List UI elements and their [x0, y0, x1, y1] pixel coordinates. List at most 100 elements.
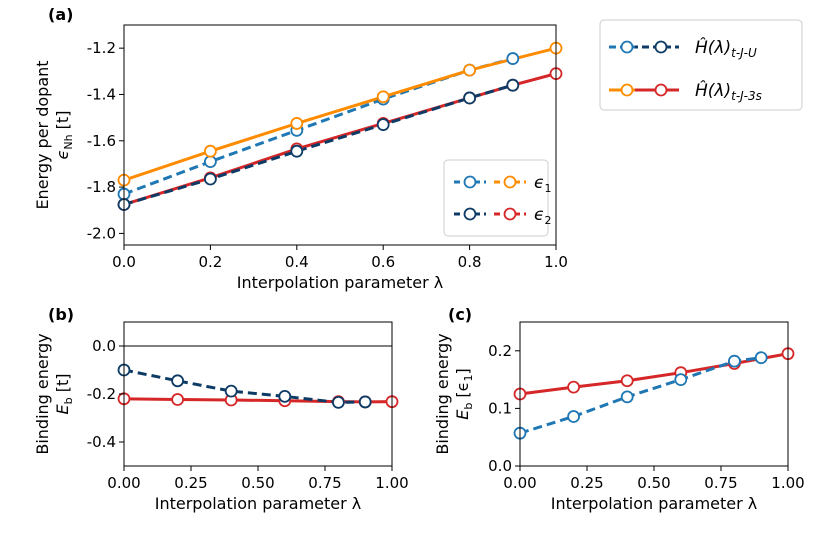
- y-axis-label-part: E: [453, 409, 472, 420]
- legend-label-main: ϵ: [534, 205, 544, 225]
- y-axis-label-line1: Binding energy: [33, 333, 52, 454]
- x-tick-label: 1.0: [544, 253, 568, 271]
- legend-hamiltonian-marker: [620, 83, 634, 97]
- data-point: [376, 90, 390, 104]
- x-tick-label: 0.75: [308, 474, 341, 492]
- x-tick-label: 0.6: [371, 253, 395, 271]
- data-point: [463, 91, 477, 105]
- y-tick-label: -1.8: [87, 178, 116, 196]
- y-tick-label: -1.4: [87, 85, 116, 103]
- x-tick-label: 0.4: [285, 253, 309, 271]
- data-point: [290, 144, 304, 158]
- legend-swatch-marker: [503, 175, 517, 189]
- y-axis-label-line2: Eb [t]: [53, 374, 75, 415]
- y-axis-label-line2: Eb [ϵ1]: [453, 368, 475, 420]
- plot-frame: [123, 24, 557, 246]
- plot-frame: [519, 321, 789, 467]
- data-point: [358, 395, 372, 409]
- plot-frame: [123, 321, 393, 467]
- y-axis-label-line2: ϵNh [t]: [53, 111, 75, 160]
- data-point: [203, 172, 217, 186]
- y-axis-label-part: ϵ: [53, 150, 72, 160]
- legend-swatch-marker: [463, 207, 477, 221]
- y-tick-label: 0.0: [488, 457, 512, 475]
- legend-hamiltonian-label-main: Ĥ(λ): [695, 36, 731, 58]
- data-point: [463, 63, 477, 77]
- legend-hamiltonian-marker: [620, 40, 634, 54]
- chart-panel-c: 0.00 0.25 0.50 0.75 1.00 0.0 0.1 0.2 Interpolati…: [433, 305, 805, 513]
- legend-box: [443, 159, 549, 237]
- x-tick-label: 1.00: [771, 474, 804, 492]
- x-tick-label: 0.2: [198, 253, 222, 271]
- x-tick-label: 1.00: [375, 474, 408, 492]
- y-axis-label-part: b: [462, 403, 475, 410]
- x-axis-label: Interpolation parameter λ: [551, 494, 758, 513]
- panel-label-b: (b): [48, 305, 74, 324]
- data-point: [331, 395, 345, 409]
- x-tick-label: 0.00: [503, 474, 536, 492]
- y-axis-label-part: E: [53, 403, 72, 414]
- data-point: [224, 384, 238, 398]
- legend-hamiltonian-label-sub: t-J-U: [731, 46, 757, 60]
- x-tick-label: 0.25: [570, 474, 603, 492]
- y-tick-label: -0.4: [87, 433, 116, 451]
- series-line-0: [123, 57, 514, 196]
- data-point: [278, 389, 292, 403]
- data-point: [567, 410, 580, 423]
- legend-label: ϵ1: [534, 173, 551, 195]
- series-line-1: [123, 368, 366, 404]
- x-tick-label: 0.50: [241, 474, 274, 492]
- data-point: [290, 117, 304, 130]
- series-line-0: [519, 352, 789, 396]
- data-point: [674, 373, 688, 387]
- y-axis-label: Energy per dopant ϵNh [t]: [33, 60, 75, 209]
- y-tick-label: 0.0: [92, 337, 116, 355]
- y-axis-label-part: ]: [453, 368, 472, 374]
- x-axis-label: Interpolation parameter λ: [237, 273, 444, 292]
- legend-swatch-marker: [503, 207, 517, 221]
- data-point: [620, 390, 634, 404]
- data-point: [506, 52, 520, 65]
- y-tick-label: 0.2: [488, 342, 512, 360]
- x-tick-label: 0.8: [458, 253, 482, 271]
- x-tick-label: 0.0: [112, 253, 136, 271]
- legend-epsilon: ϵ1 ϵ2: [443, 159, 551, 237]
- legend-hamiltonian-label: Ĥ(λ)t-J-3s: [695, 79, 762, 103]
- legend-label: ϵ2: [534, 205, 551, 227]
- series-line-3: [123, 83, 514, 206]
- legend-label-sub: 1: [544, 182, 551, 195]
- data-point: [754, 351, 768, 365]
- x-tick-label: 0.25: [174, 474, 207, 492]
- y-axis-label: Binding energy Eb [ϵ1]: [433, 333, 475, 454]
- y-tick-label: -1.2: [87, 39, 116, 57]
- y-axis-label: Binding energy Eb [t]: [33, 333, 75, 454]
- data-point: [376, 118, 390, 131]
- y-axis-label-part: 1: [462, 374, 475, 381]
- series-line-1: [123, 46, 557, 182]
- legend-hamiltonian-box: [599, 19, 803, 111]
- y-axis-label-part: Nh: [62, 134, 75, 149]
- data-point: [203, 155, 217, 169]
- legend-hamiltonian-marker: [654, 40, 668, 54]
- legend-hamiltonian-label-sub: t-J-3s: [731, 89, 762, 103]
- panel-label-c: (c): [448, 305, 472, 324]
- y-axis-label-part: [t]: [53, 111, 72, 135]
- data-point: [567, 380, 580, 394]
- x-tick-label: 0.75: [704, 474, 737, 492]
- panel-label-a: (a): [48, 5, 73, 24]
- y-axis-label-line1: Energy per dopant: [33, 60, 52, 209]
- chart-panel-b: 0.00 0.25 0.50 0.75 1.00 -0.4 -0.2 0.0 Interpola…: [33, 305, 409, 513]
- chart-panel-a: 0.0 0.2 0.4 0.6 0.8 1.0 -2.0 -1.8 -1.6 -1.4 -1.2 In…: [33, 5, 568, 292]
- legend-hamiltonian: Ĥ(λ)t-J-UĤ(λ)t-J-3s: [599, 19, 803, 111]
- data-point: [506, 78, 520, 92]
- legend-swatch-marker: [463, 175, 477, 189]
- legend-hamiltonian-marker: [654, 83, 668, 97]
- legend-hamiltonian-label-main: Ĥ(λ): [695, 79, 731, 101]
- y-tick-label: -1.6: [87, 132, 116, 150]
- legend-label-sub: 2: [544, 214, 551, 227]
- y-axis-label-part: b: [62, 397, 75, 404]
- y-axis-label-line1: Binding energy: [433, 333, 452, 454]
- x-tick-label: 0.50: [637, 474, 670, 492]
- y-axis-label-part: [t]: [53, 374, 72, 398]
